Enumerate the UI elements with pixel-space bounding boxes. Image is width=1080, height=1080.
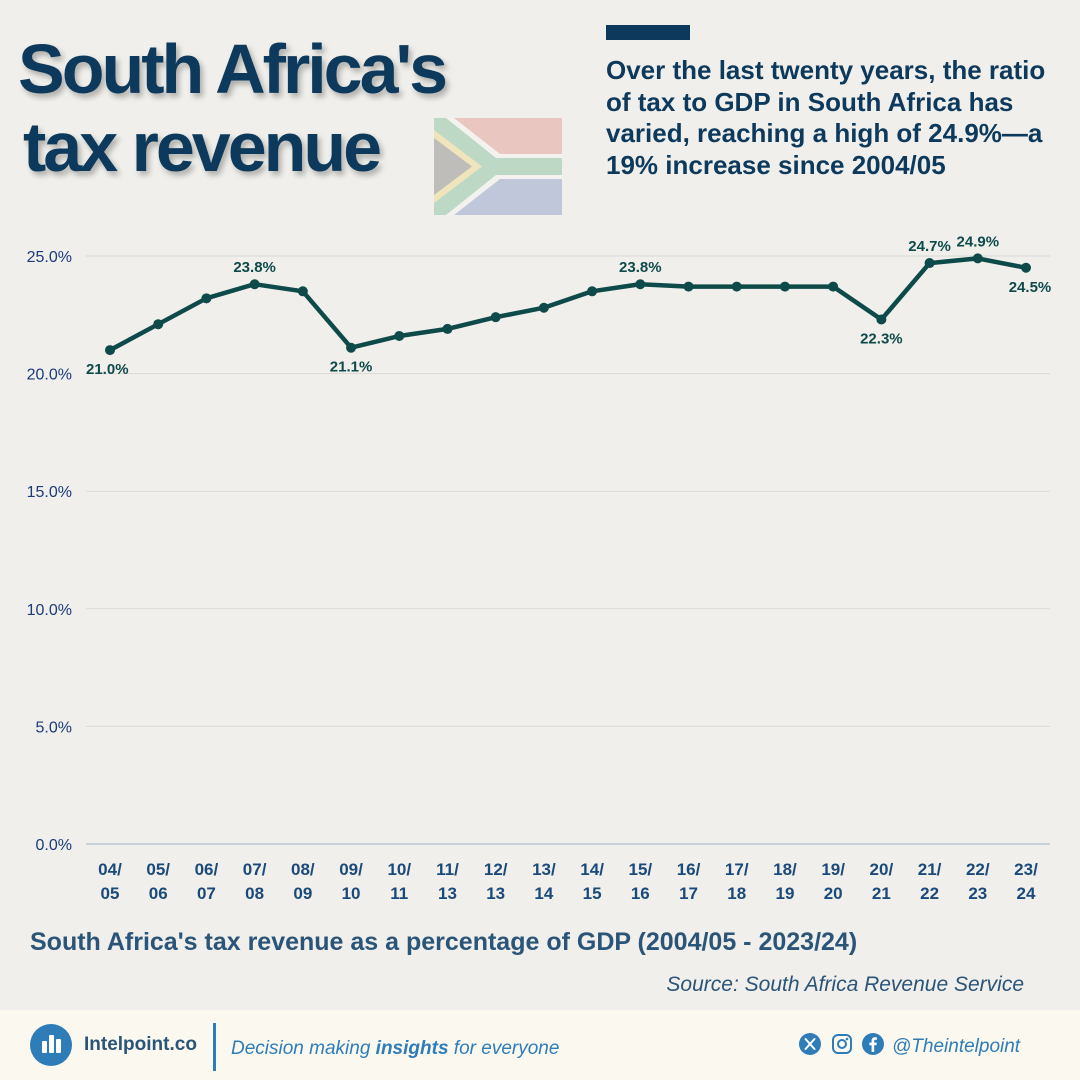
title-line-1: South Africa's [18, 30, 448, 108]
data-point [779, 281, 790, 292]
x-tick-label: 18/19 [773, 860, 797, 903]
y-axis-ticks: 0.0% 5.0% 10.0% 15.0% 20.0% 25.0% [27, 249, 72, 854]
data-point [828, 281, 839, 292]
tagline-bold: insights [375, 1038, 449, 1059]
x-tick-label: 11/13 [436, 860, 459, 903]
x-tick-label: 06/07 [195, 860, 219, 903]
x-tick-label: 04/05 [98, 860, 122, 903]
x-tick-label: 22/23 [966, 860, 990, 903]
data-points [105, 253, 1031, 356]
data-label: 24.7% [908, 238, 951, 255]
y-tick-label: 20.0% [27, 367, 72, 384]
intelpoint-logo-icon [30, 1024, 72, 1066]
data-point [249, 279, 260, 290]
x-tick-label: 15/16 [628, 860, 652, 903]
page-title: South Africa's tax revenue [18, 30, 448, 186]
data-point [297, 286, 308, 297]
subtitle: Over the last twenty years, the ratio of… [606, 55, 1046, 180]
data-point [731, 281, 742, 292]
data-label: 22.3% [860, 331, 903, 348]
accent-bar [606, 25, 690, 40]
x-tick-label: 05/06 [146, 860, 170, 903]
x-tick-label: 07/08 [243, 860, 267, 903]
y-tick-label: 25.0% [27, 249, 72, 266]
data-point [442, 323, 453, 334]
x-tick-label: 09/10 [339, 860, 363, 903]
gridlines [86, 255, 1050, 845]
data-labels: 21.0% 23.8% 21.1% 23.8% 22.3% 24.7% 24.9% 24.5% [86, 233, 1051, 378]
y-tick-label: 15.0% [27, 484, 72, 501]
data-point [972, 253, 983, 264]
source-note: Source: South Africa Revenue Service [666, 973, 1024, 996]
y-tick-label: 5.0% [36, 719, 72, 736]
instagram-icon[interactable] [831, 1033, 853, 1055]
data-label: 21.1% [330, 359, 373, 376]
data-point [201, 293, 212, 304]
y-tick-label: 0.0% [36, 837, 72, 854]
tagline-post: for everyone [448, 1038, 560, 1059]
x-tick-label: 19/20 [821, 860, 845, 903]
x-axis-ticks: 04/05 05/06 06/07 07/08 08/09 09/10 10/11 11/13… [98, 860, 1038, 903]
data-point [876, 314, 887, 325]
south-africa-flag-icon [434, 118, 562, 215]
data-label: 21.0% [86, 361, 129, 378]
x-tick-label: 20/21 [870, 860, 894, 903]
x-tick-label: 10/11 [387, 860, 411, 903]
footer-divider [213, 1023, 216, 1071]
x-tick-label: 12/13 [484, 860, 508, 903]
x-tick-label: 21/22 [918, 860, 942, 903]
data-label: 23.8% [233, 259, 276, 276]
data-point [346, 342, 357, 353]
data-point [924, 258, 935, 269]
social-handle[interactable]: @Theintelpoint [892, 1036, 1021, 1057]
data-point [105, 345, 115, 356]
line-chart: 0.0%5.0%10.0%15.0%20.0%25.0% 04/0505/060… [27, 233, 1052, 903]
series-line-tax-to-gdp [107, 256, 1029, 353]
x-tick-label: 14/15 [580, 860, 604, 903]
data-label: 23.8% [619, 259, 662, 276]
tagline: Decision making insights for everyone [231, 1038, 559, 1060]
tagline-pre: Decision making [231, 1038, 376, 1059]
y-tick-label: 10.0% [27, 602, 72, 619]
x-logo-icon[interactable] [799, 1033, 821, 1055]
x-tick-label: 13/14 [532, 860, 556, 903]
data-label: 24.5% [1009, 279, 1052, 296]
data-point [394, 330, 405, 341]
data-point [683, 281, 694, 292]
x-tick-label: 17/18 [725, 860, 749, 903]
data-point [538, 302, 549, 313]
data-label: 24.9% [957, 233, 1000, 250]
brand-name[interactable]: Intelpoint.co [84, 1034, 197, 1055]
data-point [490, 312, 501, 323]
data-point [1021, 262, 1031, 273]
facebook-icon[interactable] [862, 1033, 884, 1055]
footer: Intelpoint.co Decision making insights f… [0, 1010, 1080, 1080]
data-point [635, 279, 646, 290]
data-point [153, 319, 164, 330]
data-point [587, 286, 598, 297]
x-tick-label: 08/09 [291, 860, 315, 903]
x-tick-label: 16/17 [677, 860, 701, 903]
x-tick-label: 23/24 [1014, 860, 1038, 903]
chart-caption: South Africa's tax revenue as a percenta… [30, 928, 858, 956]
title-line-2: tax revenue [23, 108, 382, 186]
